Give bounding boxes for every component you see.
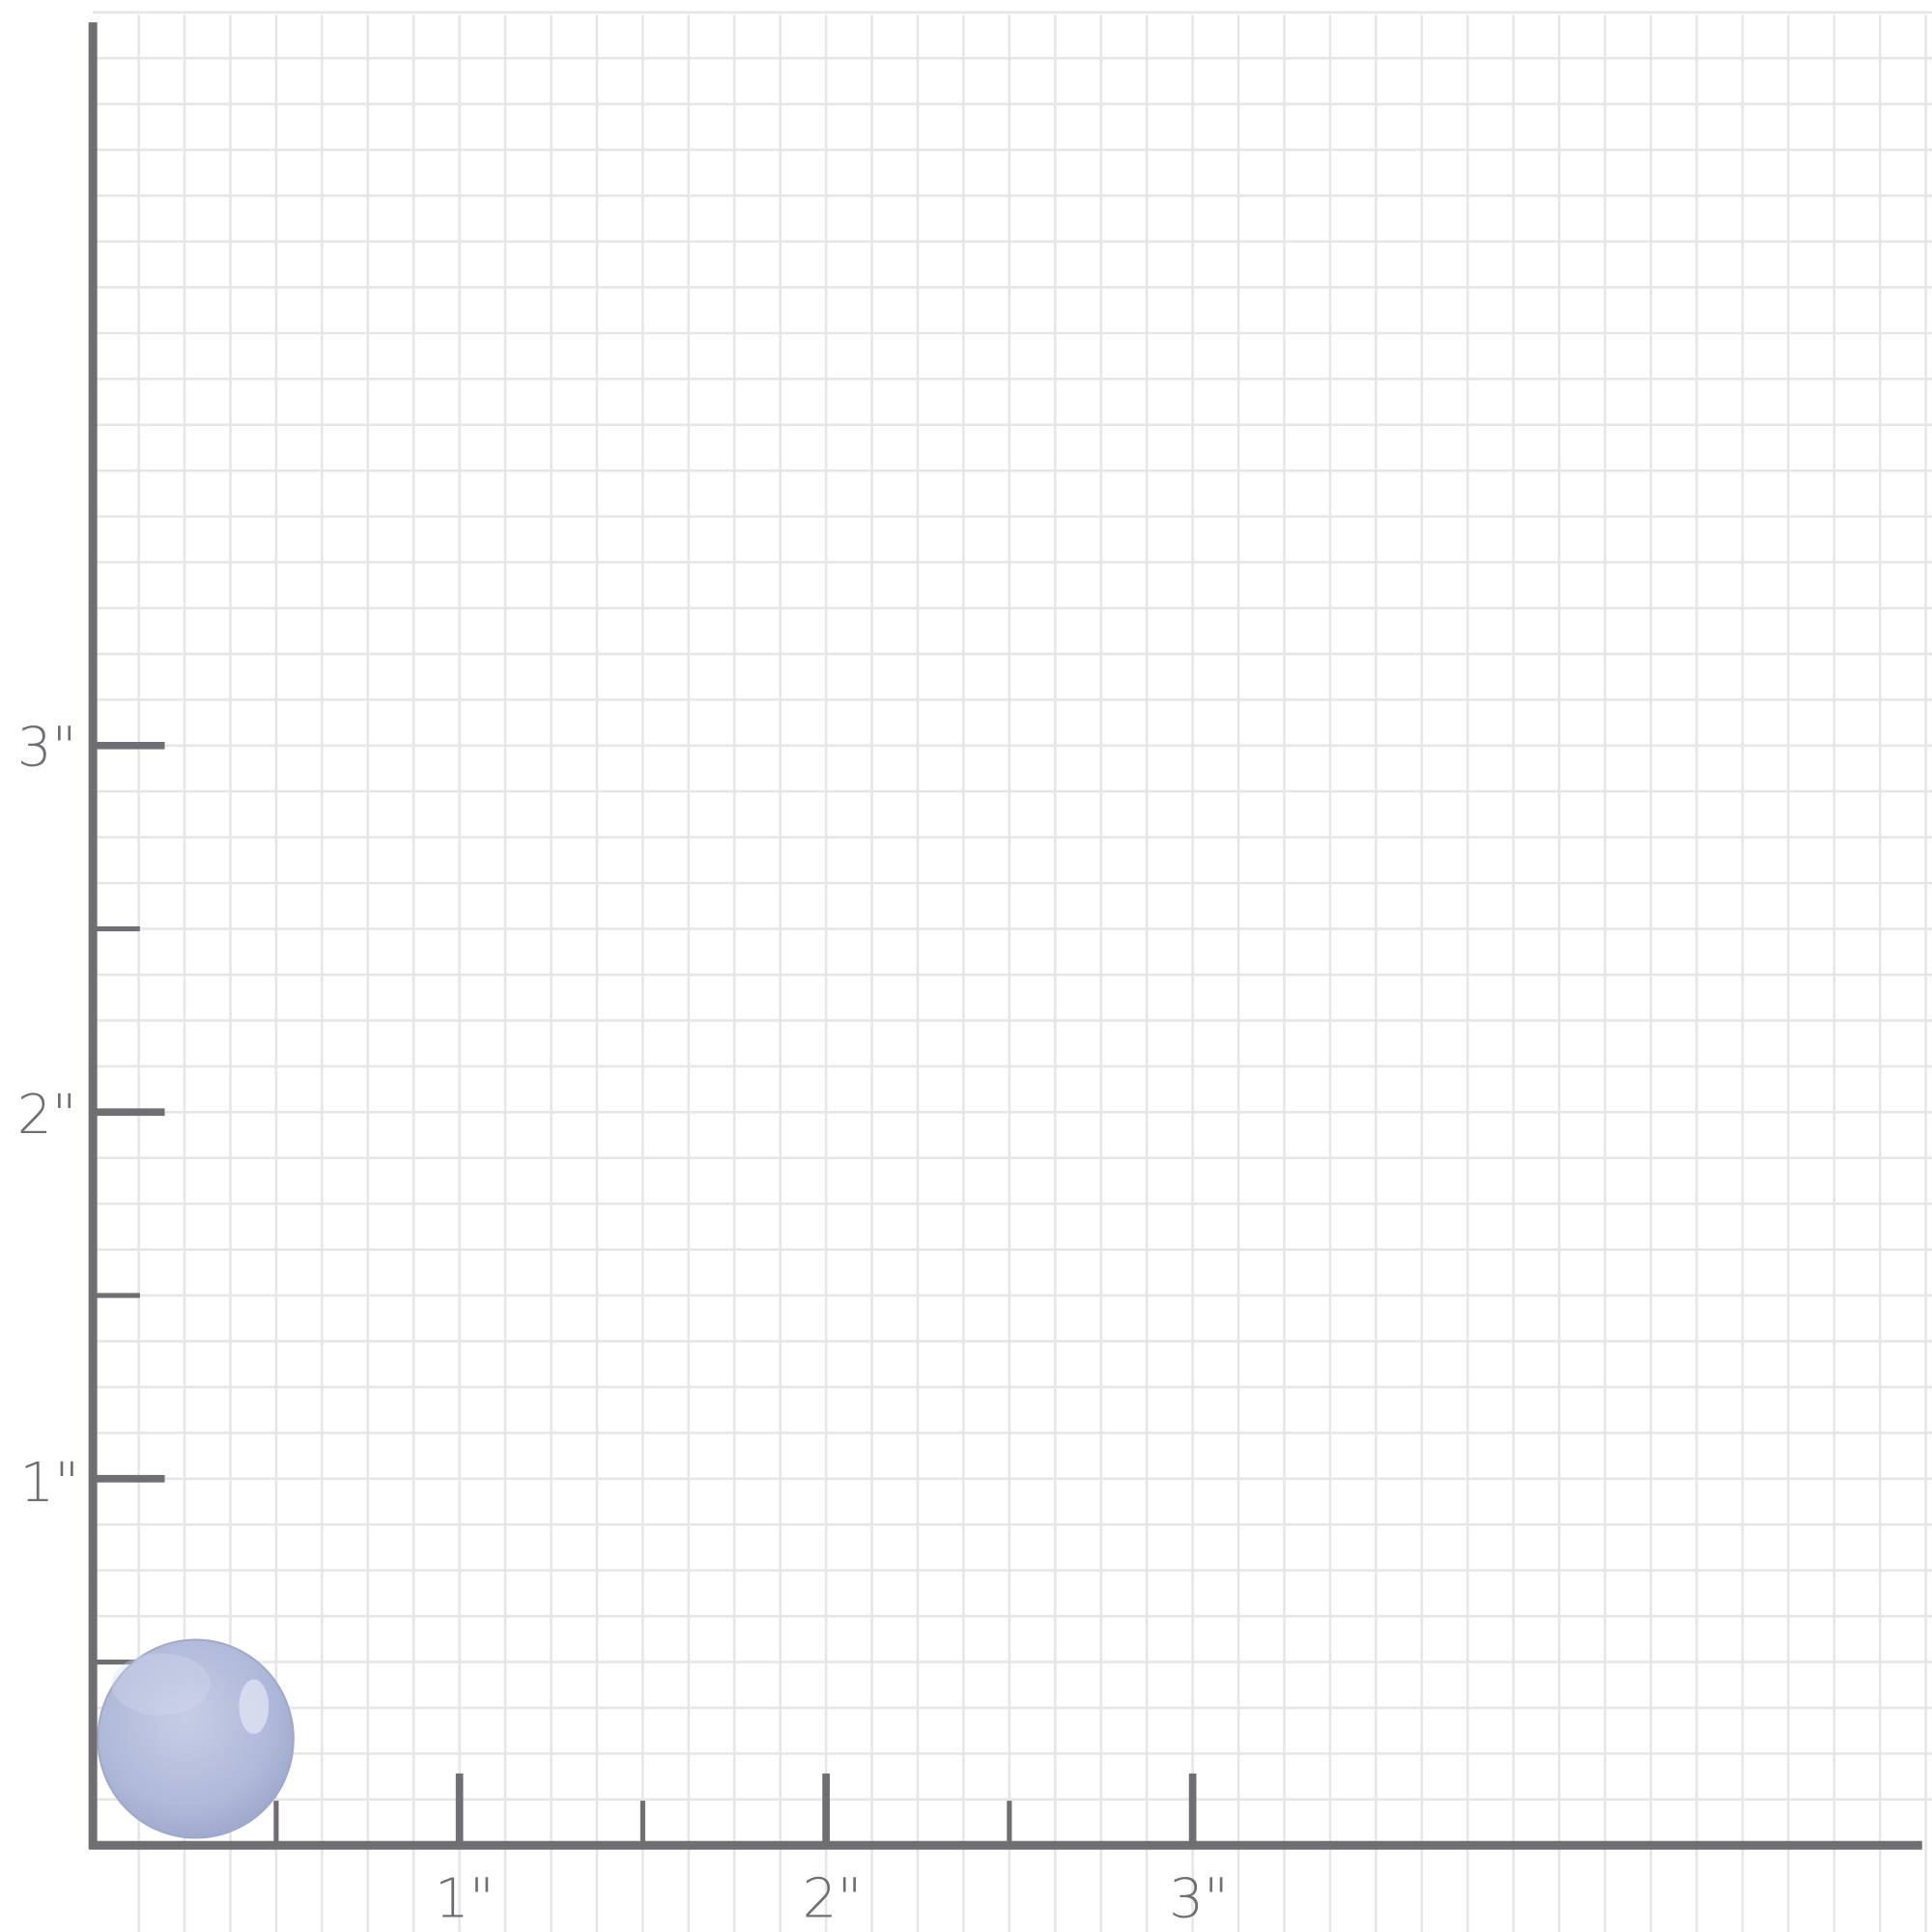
grid-lines: [93, 11, 1932, 1932]
axes: [88, 22, 1922, 1850]
ticks: [93, 741, 1197, 1846]
y-tick-label: 2": [17, 1084, 77, 1147]
cabochon-stone: [97, 1638, 295, 1839]
x-tick-labels: 1" 2" 3": [435, 1868, 1229, 1931]
x-tick-label: 2": [803, 1868, 863, 1931]
y-tick-label: 1": [19, 1452, 79, 1515]
y-tick-labels: 1" 2" 3": [17, 716, 79, 1515]
x-tick-label: 1": [435, 1868, 495, 1931]
x-tick-label: 3": [1169, 1868, 1229, 1931]
y-tick-label: 3": [17, 716, 77, 779]
